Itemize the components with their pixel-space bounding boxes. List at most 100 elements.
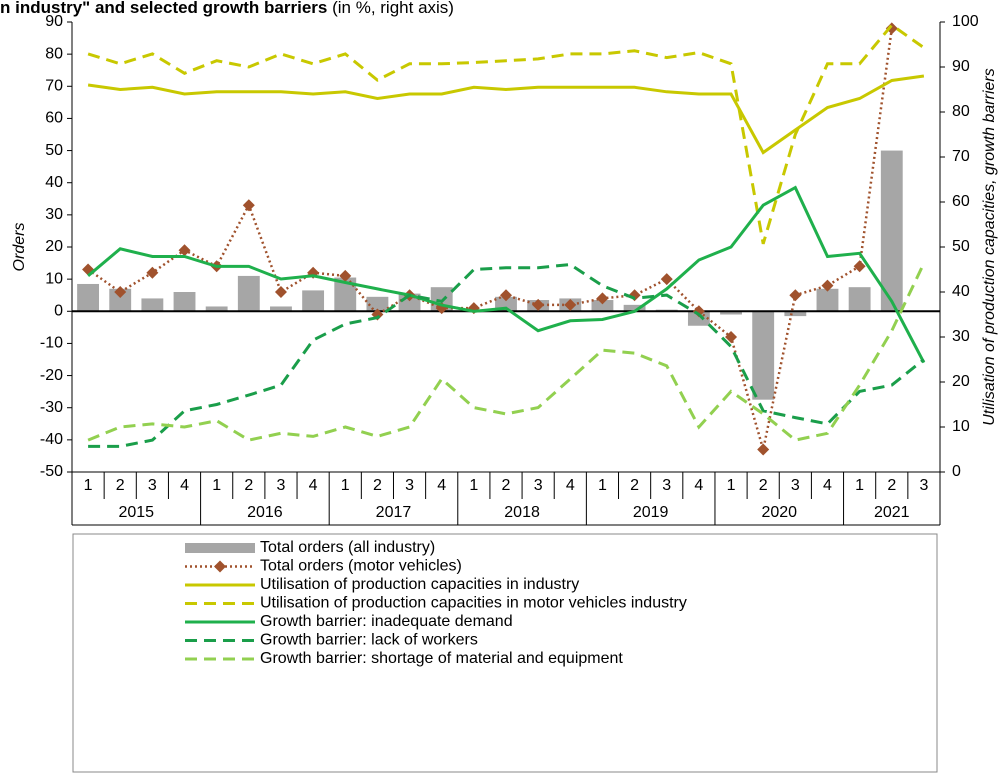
x-tick-label: 2 xyxy=(887,477,896,494)
chart-title: n industry" and selected growth barriers xyxy=(0,0,327,17)
y2-tick-label: 70 xyxy=(952,148,970,165)
x-tick-label: 1 xyxy=(727,477,736,494)
line-series xyxy=(87,262,926,442)
x-tick-label: 4 xyxy=(694,477,703,494)
y-tick-label: 50 xyxy=(45,142,63,159)
x-group-label: 2021 xyxy=(874,504,910,521)
x-tick-label: 2 xyxy=(373,477,382,494)
x-tick-label: 3 xyxy=(148,477,157,494)
line-marker xyxy=(789,289,802,302)
y-tick-label: 0 xyxy=(54,303,63,320)
bar xyxy=(205,306,228,312)
line-series xyxy=(87,185,926,364)
y2-tick-label: 40 xyxy=(952,283,970,300)
legend-marker xyxy=(214,560,226,573)
x-group-label: 2020 xyxy=(761,504,797,521)
legend-label: Total orders (all industry) xyxy=(260,539,435,556)
line-marker xyxy=(596,292,609,305)
line-marker xyxy=(114,286,127,298)
line-series xyxy=(87,23,925,245)
x-tick-label: 1 xyxy=(855,477,864,494)
bar xyxy=(816,288,839,312)
line-marker xyxy=(146,266,159,279)
x-group-label: 2015 xyxy=(118,504,154,521)
x-tick-label: 2 xyxy=(759,477,768,494)
x-tick-label: 2 xyxy=(244,477,253,494)
x-group-label: 2017 xyxy=(376,504,412,521)
line-series xyxy=(87,74,925,155)
y-tick-label: -10 xyxy=(40,335,63,352)
x-tick-label: 3 xyxy=(662,477,671,494)
y-tick-label: 90 xyxy=(45,13,63,30)
line-series xyxy=(88,262,925,448)
line-series xyxy=(87,28,894,450)
x-group-label: 2019 xyxy=(633,504,669,521)
x-tick-label: 3 xyxy=(534,477,543,494)
legend-label: Total orders (motor vehicles) xyxy=(260,558,462,575)
bar xyxy=(623,304,646,312)
x-tick-label: 3 xyxy=(791,477,800,494)
line-marker xyxy=(178,244,191,257)
bar xyxy=(784,311,807,317)
x-tick-label: 1 xyxy=(341,477,350,494)
bar xyxy=(880,150,903,312)
x-tick-label: 3 xyxy=(277,477,286,494)
chart-title-note: (in %, right axis) xyxy=(332,0,454,17)
bar xyxy=(366,296,389,312)
bar xyxy=(173,292,196,312)
y2-tick-label: 100 xyxy=(952,13,979,30)
y-tick-label: 30 xyxy=(45,206,63,223)
line-marker xyxy=(564,298,577,311)
line-marker xyxy=(821,279,834,292)
line-marker xyxy=(500,289,512,302)
legend-box xyxy=(72,533,938,773)
y-tick-label: -30 xyxy=(40,399,63,416)
x-tick-label: 4 xyxy=(437,477,446,494)
x-group-label: 2018 xyxy=(504,504,540,521)
x-tick-label: 3 xyxy=(919,477,928,494)
line-marker xyxy=(242,199,255,212)
line-marker xyxy=(725,331,738,343)
y-tick-label: 80 xyxy=(45,45,63,62)
y2-tick-label: 60 xyxy=(952,193,970,210)
y-tick-label: 10 xyxy=(45,270,63,287)
y-tick-label: 20 xyxy=(45,238,63,255)
line-marker xyxy=(274,286,287,298)
y2-tick-label: 30 xyxy=(952,328,970,345)
y2-tick-label: 90 xyxy=(952,58,970,75)
bar xyxy=(237,275,260,312)
line-marker xyxy=(339,269,352,282)
y-tick-label: -40 xyxy=(40,431,63,448)
chart-title-line: n industry" and selected growth barriers… xyxy=(0,0,454,17)
legend-label: Growth barrier: inadequate demand xyxy=(260,613,513,630)
x-tick-label: 1 xyxy=(598,477,607,494)
line-marker xyxy=(885,22,898,35)
line-marker xyxy=(757,443,770,456)
x-tick-label: 2 xyxy=(630,477,639,494)
y2-tick-label: 50 xyxy=(952,238,970,255)
y-tick-label: 60 xyxy=(45,110,63,127)
y-tick-label: -20 xyxy=(40,367,63,384)
y2-tick-label: 20 xyxy=(952,373,970,390)
y2-axis-label: Utilisation of production capacities, gr… xyxy=(981,68,998,426)
bar xyxy=(334,277,357,312)
x-tick-label: 4 xyxy=(309,477,318,494)
bar xyxy=(752,311,775,400)
line-marker xyxy=(660,273,673,286)
y2-tick-label: 0 xyxy=(952,463,961,480)
y2-tick-label: 80 xyxy=(952,103,970,120)
x-tick-label: 1 xyxy=(469,477,478,494)
x-tick-label: 4 xyxy=(180,477,189,494)
line-marker xyxy=(532,298,545,311)
bar xyxy=(591,300,614,312)
bar xyxy=(77,283,100,312)
bar xyxy=(109,288,132,312)
bar xyxy=(848,287,871,312)
bar xyxy=(270,306,292,312)
y2-tick-label: 10 xyxy=(952,418,970,435)
x-tick-label: 2 xyxy=(116,477,125,494)
x-tick-label: 3 xyxy=(405,477,414,494)
x-tick-label: 1 xyxy=(212,477,221,494)
legend-label: Growth barrier: shortage of material and… xyxy=(260,650,623,667)
